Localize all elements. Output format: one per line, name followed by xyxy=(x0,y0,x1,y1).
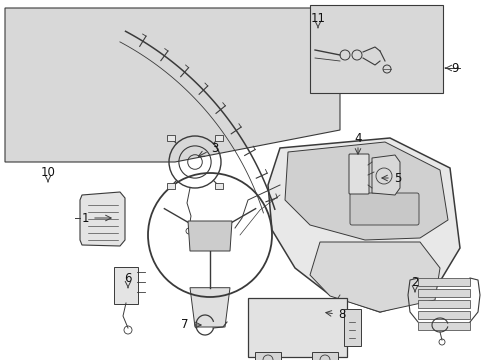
Text: 10: 10 xyxy=(41,166,55,179)
FancyBboxPatch shape xyxy=(417,289,469,297)
Text: 4: 4 xyxy=(353,131,361,144)
Polygon shape xyxy=(309,242,439,312)
FancyBboxPatch shape xyxy=(166,183,175,189)
Text: 3: 3 xyxy=(211,141,218,154)
Polygon shape xyxy=(80,192,125,246)
Polygon shape xyxy=(5,8,339,162)
Polygon shape xyxy=(190,288,229,327)
Polygon shape xyxy=(285,142,447,240)
Polygon shape xyxy=(267,138,459,312)
FancyBboxPatch shape xyxy=(254,352,281,360)
FancyBboxPatch shape xyxy=(309,5,442,93)
Text: 2: 2 xyxy=(410,275,418,288)
FancyBboxPatch shape xyxy=(311,352,337,360)
FancyBboxPatch shape xyxy=(417,278,469,286)
Polygon shape xyxy=(371,155,399,195)
FancyBboxPatch shape xyxy=(348,154,368,194)
Text: 5: 5 xyxy=(393,171,401,184)
Text: 9: 9 xyxy=(450,62,458,75)
Text: 8: 8 xyxy=(338,309,345,321)
Text: 11: 11 xyxy=(310,12,325,24)
FancyBboxPatch shape xyxy=(349,193,418,225)
FancyBboxPatch shape xyxy=(247,298,346,357)
FancyBboxPatch shape xyxy=(417,322,469,330)
FancyBboxPatch shape xyxy=(417,311,469,319)
FancyBboxPatch shape xyxy=(417,300,469,308)
Text: 6: 6 xyxy=(124,271,131,284)
Text: 1: 1 xyxy=(81,211,88,225)
FancyBboxPatch shape xyxy=(114,267,138,304)
FancyBboxPatch shape xyxy=(166,135,175,141)
FancyBboxPatch shape xyxy=(215,183,223,189)
FancyBboxPatch shape xyxy=(215,135,223,141)
Text: 7: 7 xyxy=(181,319,188,332)
FancyBboxPatch shape xyxy=(343,309,360,346)
Polygon shape xyxy=(187,221,231,251)
